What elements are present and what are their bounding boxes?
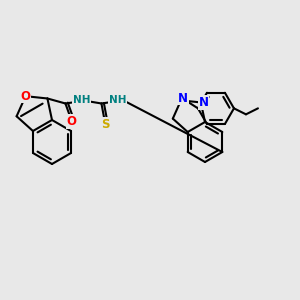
Text: N: N <box>199 96 209 109</box>
Text: O: O <box>20 90 31 103</box>
Text: NH: NH <box>73 95 90 106</box>
Text: N: N <box>178 92 188 105</box>
Text: S: S <box>101 118 110 131</box>
Text: NH: NH <box>109 95 126 106</box>
Text: O: O <box>66 115 76 128</box>
